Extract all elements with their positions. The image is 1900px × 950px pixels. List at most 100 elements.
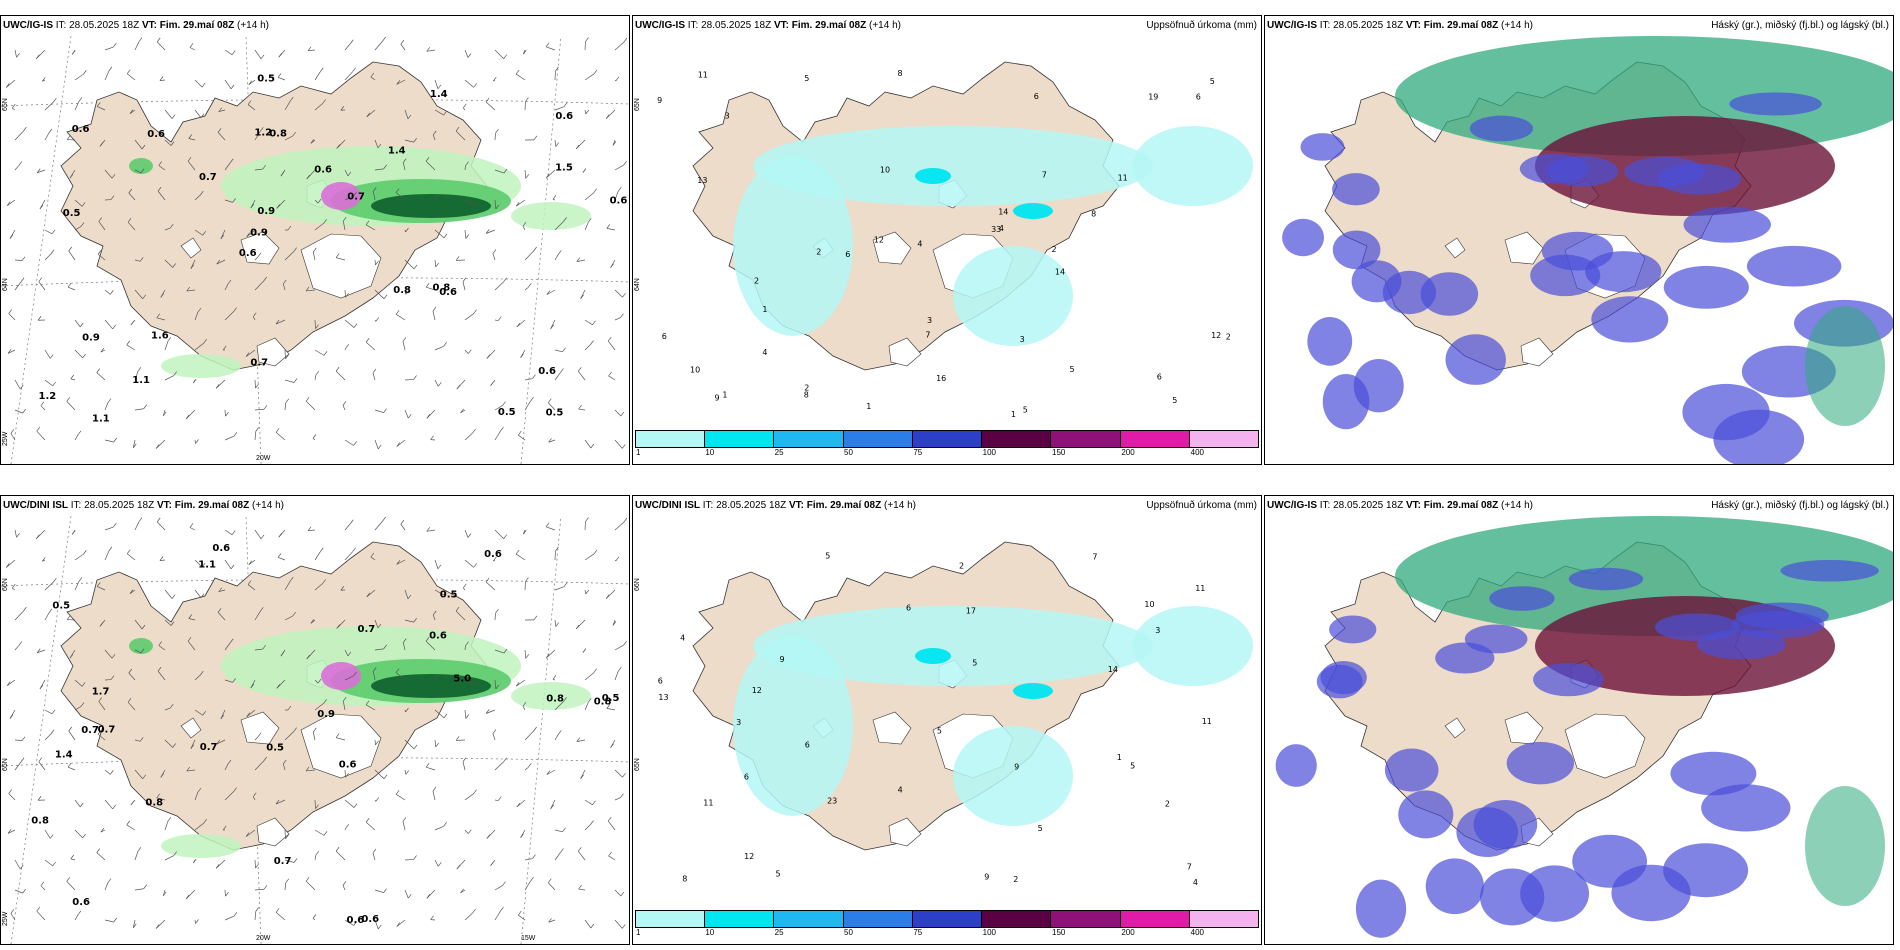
wind-barb	[284, 615, 293, 621]
panel-title: Háský (gr.), miðský (fj.bl.) og lágský (…	[1711, 500, 1889, 511]
low-cloud	[1701, 784, 1791, 832]
wind-barb-tick	[375, 797, 380, 802]
wind-barb-tick	[255, 907, 260, 912]
value-label: 12	[752, 686, 762, 695]
legend-swatch	[1120, 431, 1190, 447]
wind-barb	[554, 586, 565, 591]
wind-barb	[104, 289, 111, 295]
wind-barb	[284, 402, 287, 411]
wind-barb	[104, 169, 113, 179]
wind-barb	[224, 435, 235, 441]
wind-barb-tick	[590, 340, 594, 345]
wind-barb-tick	[112, 804, 116, 810]
wind-barb-tick	[465, 714, 470, 719]
wind-barb	[524, 250, 534, 261]
wind-barb	[254, 611, 261, 621]
wind-barb	[194, 822, 204, 831]
value-label: 12	[874, 236, 884, 245]
wind-barb	[614, 41, 625, 51]
wind-barb	[10, 433, 16, 441]
wind-barb-tick	[233, 431, 238, 437]
wind-barb-tick	[156, 793, 161, 799]
wind-barb-tick	[515, 201, 520, 207]
wind-barb-tick	[430, 435, 434, 440]
wind-barb	[134, 769, 143, 780]
wind-barb-tick	[305, 876, 310, 882]
wind-barb	[344, 799, 355, 808]
wind-barb	[187, 640, 196, 651]
value-label: 0.5	[52, 600, 70, 611]
legend-label: 10	[705, 928, 715, 937]
wind-barb-tick	[533, 726, 537, 732]
precip-area	[1133, 126, 1253, 206]
low-cloud	[1469, 115, 1533, 142]
wind-barb-tick	[402, 337, 407, 342]
wind-barb	[344, 523, 351, 531]
wind-barb-tick	[312, 434, 317, 439]
wind-barb-tick	[425, 762, 430, 768]
wind-barb-tick	[555, 66, 559, 72]
wind-barb	[14, 761, 22, 771]
wind-barb	[584, 589, 587, 595]
wind-barb	[194, 79, 203, 88]
wind-barb	[224, 49, 233, 55]
wind-barb-tick	[383, 164, 387, 170]
lon-line	[520, 36, 562, 464]
wind-barb-tick	[109, 770, 114, 775]
wind-barb	[365, 224, 376, 231]
wind-barb-tick	[462, 757, 467, 762]
wind-barb-tick	[190, 264, 195, 269]
value-label: 2	[804, 384, 809, 393]
wind-barb-tick	[345, 293, 349, 298]
wind-barb-tick	[405, 227, 409, 233]
low-cloud	[1384, 748, 1439, 792]
wind-barb	[254, 529, 262, 540]
wind-barb-tick	[171, 114, 176, 119]
wind-barb	[74, 199, 83, 207]
value-label: 13	[658, 693, 668, 702]
wind-barb	[224, 791, 234, 801]
wind-barb-tick	[503, 277, 507, 283]
wind-barb-tick	[437, 862, 442, 867]
legend-swatch	[843, 431, 913, 447]
wind-barb	[518, 914, 526, 921]
low-cloud	[1568, 567, 1644, 591]
wind-barb	[74, 581, 80, 591]
wind-barb-tick	[503, 648, 508, 654]
wind-barb	[74, 101, 80, 111]
wind-barb-tick	[455, 606, 460, 612]
precip-area	[733, 156, 853, 336]
wind-barb	[524, 881, 531, 891]
low-cloud	[1780, 559, 1879, 582]
wind-barb	[395, 672, 406, 681]
wind-barb-tick	[229, 638, 234, 643]
wind-barb	[374, 439, 379, 450]
wind-barb	[494, 49, 504, 59]
wind-barb-tick	[233, 307, 237, 312]
wind-barb	[74, 349, 83, 359]
wind-barb-tick	[292, 611, 296, 617]
value-label: 1	[1011, 410, 1016, 419]
wind-barb	[314, 349, 325, 356]
wind-barb-tick	[111, 174, 116, 179]
wind-barb-tick	[622, 292, 626, 298]
wind-barb-tick	[372, 368, 377, 374]
wind-barb	[344, 195, 354, 201]
wind-barb-tick	[16, 53, 20, 58]
wind-barb	[14, 49, 17, 58]
wind-barb-tick	[322, 579, 326, 584]
wind-barb	[434, 379, 439, 387]
value-label: 11	[1118, 173, 1128, 182]
wind-barb-tick	[578, 884, 582, 890]
wind-barb	[134, 41, 140, 51]
wind-barb-tick	[495, 128, 499, 134]
legend-swatch	[636, 911, 706, 927]
wind-barb	[134, 619, 143, 630]
wind-barb-tick	[407, 413, 412, 419]
wind-barb-tick	[395, 668, 400, 673]
value-label: 0.5	[266, 742, 284, 753]
value-label: 7	[1187, 862, 1192, 871]
wind-barb-tick	[460, 888, 464, 894]
precip-legend-labels: 1 10 25 50 75 100 150 200 400	[635, 448, 1259, 460]
wind-barb-tick	[455, 736, 460, 741]
